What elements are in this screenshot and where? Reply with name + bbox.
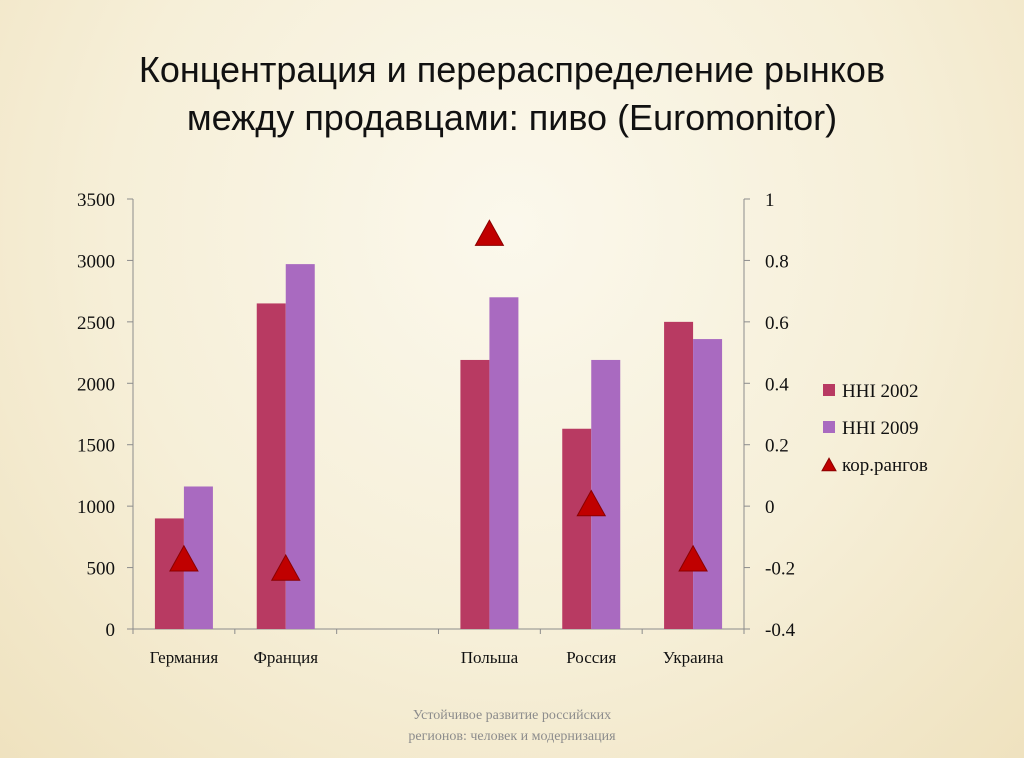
x-tick-label: Польша (461, 648, 519, 667)
right-tick-label: 0.4 (765, 374, 789, 395)
x-tick-label: Украина (663, 648, 724, 667)
right-tick-label: 0 (765, 497, 775, 518)
left-tick-label: 3000 (77, 251, 115, 272)
title-line-2: между продавцами: пиво (Euromonitor) (186, 97, 838, 138)
right-tick-label: 1 (765, 190, 775, 211)
slide-title: Концентрация и перераспределение рынков … (0, 46, 1024, 142)
right-tick-label: -0.4 (765, 620, 796, 641)
right-tick-label: 0.8 (765, 251, 789, 272)
legend-swatch (823, 384, 835, 396)
legend-swatch (823, 421, 835, 433)
left-tick-label: 3500 (77, 190, 115, 211)
data-point-triangle (678, 544, 708, 572)
right-tick-label: -0.2 (765, 559, 795, 580)
x-tick-label: Россия (566, 648, 616, 667)
legend-triangle-icon (821, 457, 837, 472)
data-point-triangle (270, 553, 301, 581)
data-point-triangle (474, 219, 505, 246)
footer-line-1: Устойчивое развитие российских (412, 708, 612, 723)
left-tick-label: 2000 (77, 374, 115, 395)
bar (591, 359, 621, 629)
right-tick-label: 0.6 (765, 313, 789, 334)
bar (562, 428, 592, 629)
data-point-triangle (169, 544, 199, 572)
x-tick-label: Германия (150, 648, 219, 667)
left-tick-label: 2500 (77, 313, 115, 334)
bar (664, 321, 694, 629)
slide-footer: Устойчивое развитие российских регионов:… (312, 705, 712, 747)
x-tick-label: Франция (253, 648, 318, 667)
left-tick-label: 0 (106, 620, 116, 641)
bar (693, 339, 723, 629)
legend-label: HHI 2002 (842, 381, 919, 402)
left-tick-label: 1500 (77, 436, 115, 457)
bar (489, 297, 519, 629)
data-point-triangle (576, 489, 607, 517)
footer-line-2: регионов: человек и модернизация (408, 729, 616, 744)
legend-label: HHI 2009 (842, 418, 919, 439)
bar (154, 518, 184, 629)
title-line-1: Концентрация и перераспределение рынков (138, 49, 886, 90)
bar (460, 359, 490, 629)
legend-label: кор.рангов (842, 455, 928, 476)
left-tick-label: 1000 (77, 497, 115, 518)
right-tick-label: 0.2 (765, 436, 789, 457)
left-tick-label: 500 (87, 559, 116, 580)
